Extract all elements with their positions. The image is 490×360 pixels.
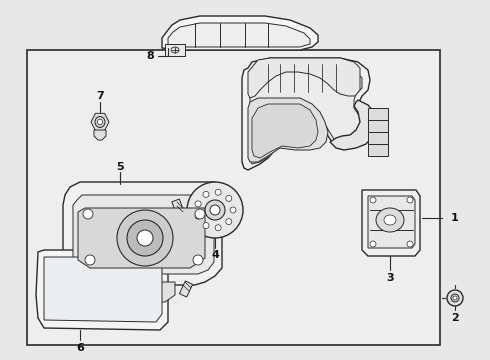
Ellipse shape: [127, 220, 163, 256]
Ellipse shape: [226, 219, 232, 225]
Ellipse shape: [215, 225, 221, 231]
Ellipse shape: [171, 47, 179, 53]
Ellipse shape: [451, 294, 459, 302]
Bar: [165, 44, 185, 56]
Bar: [368, 108, 388, 120]
Ellipse shape: [98, 119, 102, 125]
Ellipse shape: [453, 296, 457, 300]
Ellipse shape: [203, 222, 209, 229]
Text: 7: 7: [96, 91, 104, 101]
Bar: [368, 144, 388, 156]
Ellipse shape: [187, 182, 243, 238]
Text: 2: 2: [451, 313, 459, 323]
Polygon shape: [44, 257, 162, 322]
Ellipse shape: [226, 195, 232, 202]
Ellipse shape: [117, 210, 173, 266]
Ellipse shape: [83, 209, 93, 219]
Text: 8: 8: [146, 51, 154, 61]
Text: 6: 6: [76, 343, 84, 353]
Ellipse shape: [195, 209, 205, 219]
Text: 3: 3: [386, 273, 394, 283]
Polygon shape: [63, 182, 222, 285]
Ellipse shape: [203, 192, 209, 197]
Ellipse shape: [370, 241, 376, 247]
Polygon shape: [252, 104, 318, 158]
Ellipse shape: [210, 205, 220, 215]
Polygon shape: [362, 190, 420, 256]
Ellipse shape: [195, 201, 201, 207]
Bar: [368, 120, 388, 132]
Bar: [179, 281, 193, 297]
Polygon shape: [162, 16, 318, 50]
Ellipse shape: [376, 208, 404, 232]
Ellipse shape: [137, 230, 153, 246]
Polygon shape: [250, 66, 362, 164]
Polygon shape: [120, 282, 175, 302]
Ellipse shape: [407, 241, 413, 247]
Ellipse shape: [215, 189, 221, 195]
Bar: [368, 132, 388, 144]
Polygon shape: [78, 208, 205, 268]
Text: 4: 4: [211, 250, 219, 260]
Polygon shape: [330, 100, 376, 150]
Ellipse shape: [407, 197, 413, 203]
Bar: [27, 50, 440, 345]
Ellipse shape: [230, 207, 236, 213]
Polygon shape: [248, 58, 360, 98]
Polygon shape: [242, 58, 370, 170]
Polygon shape: [73, 195, 214, 274]
Ellipse shape: [384, 215, 396, 225]
Polygon shape: [168, 23, 310, 47]
Text: 1: 1: [451, 213, 459, 223]
Ellipse shape: [95, 117, 105, 127]
Ellipse shape: [205, 200, 225, 220]
Ellipse shape: [447, 290, 463, 306]
Ellipse shape: [195, 213, 201, 219]
Ellipse shape: [85, 255, 95, 265]
Ellipse shape: [370, 197, 376, 203]
Polygon shape: [368, 196, 415, 248]
Polygon shape: [94, 130, 106, 140]
Polygon shape: [248, 98, 328, 162]
Polygon shape: [36, 250, 168, 330]
Text: 5: 5: [116, 162, 124, 172]
Bar: [172, 199, 184, 215]
Ellipse shape: [193, 255, 203, 265]
Polygon shape: [91, 113, 109, 131]
